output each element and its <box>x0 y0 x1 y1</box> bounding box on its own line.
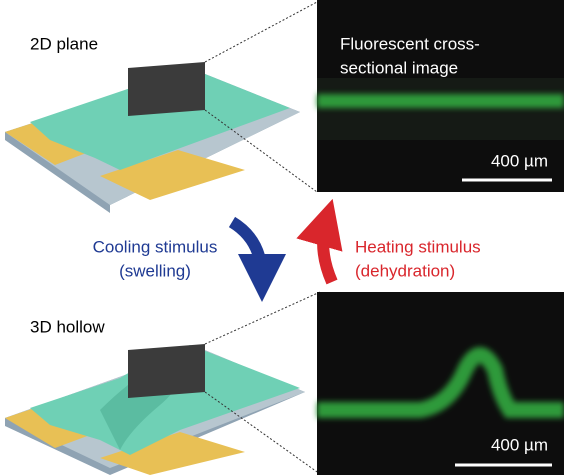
image-caption: sectional image <box>340 58 458 77</box>
cooling-title: Cooling stimulus <box>93 237 218 256</box>
zoom-line <box>205 292 320 344</box>
device-2d <box>5 62 300 213</box>
heating-title: Heating stimulus <box>355 237 481 256</box>
image-caption: Fluorescent cross- <box>340 34 480 53</box>
panel-label: 2D plane <box>30 34 98 53</box>
heating-arrow <box>323 222 332 282</box>
heating-note: (dehydration) <box>355 261 455 280</box>
figure: 2D plane Fluorescent cross- sectional im… <box>0 0 564 475</box>
device-3d <box>5 344 305 475</box>
cooling-note: (swelling) <box>119 261 191 280</box>
scale-bar-label: 400 µm <box>491 151 548 170</box>
scale-bar-label: 400 µm <box>491 435 548 454</box>
zoom-line <box>205 2 317 62</box>
cooling-arrow <box>232 222 262 278</box>
panel-label: 3D hollow <box>30 317 105 336</box>
